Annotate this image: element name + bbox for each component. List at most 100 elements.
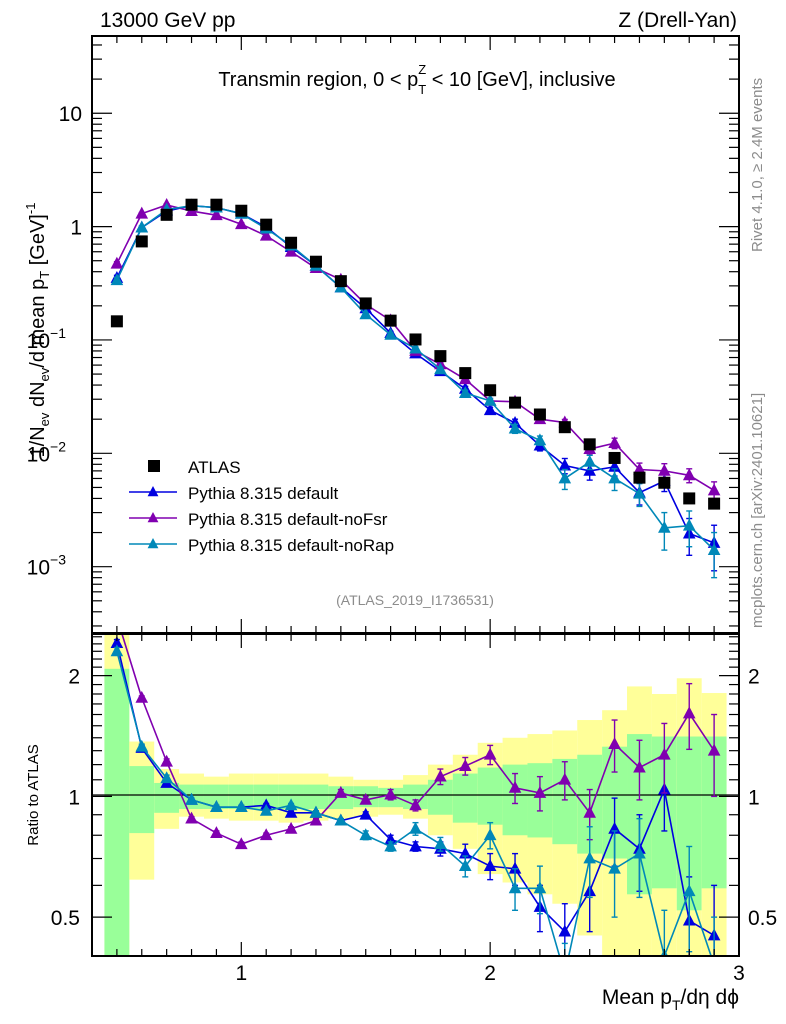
title-sup: Z bbox=[418, 62, 426, 77]
ratio-point-pythia-8-315-default-norap bbox=[483, 828, 497, 841]
main-ytick-label: 10−2 bbox=[27, 438, 67, 466]
data-point-pythia-8-315-default-nofsr bbox=[284, 244, 298, 257]
ratio-point-pythia-8-315-default-nofsr bbox=[409, 798, 422, 811]
data-point-atlas bbox=[309, 255, 322, 268]
ratio-point-pythia-8-315-default-norap bbox=[110, 644, 124, 657]
data-point-pythia-8-315-default-norap bbox=[458, 386, 472, 398]
main-ytick-label: 10 bbox=[59, 103, 82, 126]
data-point-pythia-8-315-default-nofsr bbox=[608, 436, 621, 449]
ratio-point-pythia-8-315-default-norap bbox=[682, 884, 696, 897]
data-point-atlas bbox=[608, 451, 621, 464]
xtick-label: 2 bbox=[484, 962, 496, 985]
tick-base: 10 bbox=[27, 443, 50, 466]
ratio-point-pythia-8-315-default-nofsr bbox=[558, 772, 572, 785]
ratio-point-pythia-8-315-default-nofsr bbox=[309, 813, 323, 826]
main-series-layer bbox=[110, 198, 721, 579]
title-pre: Transmin region, 0 < p bbox=[218, 69, 418, 91]
title-sub: T bbox=[418, 82, 426, 97]
data-point-atlas bbox=[160, 208, 173, 221]
ratio-point-pythia-8-315-default-nofsr bbox=[334, 785, 348, 798]
data-point-atlas bbox=[359, 297, 372, 310]
main-title: Transmin region, 0 < pTZ < 10 [GeV], inc… bbox=[218, 62, 615, 97]
rivet-version-label: Rivet 4.1.0, ≥ 2.4M events bbox=[749, 78, 766, 252]
data-point-pythia-8-315-default-nofsr bbox=[633, 462, 646, 475]
header-left-label: 13000 GeV pp bbox=[100, 9, 235, 32]
data-point-atlas bbox=[384, 314, 397, 327]
legend-label-pythia-8-315-default: Pythia 8.315 default bbox=[188, 484, 339, 503]
ratio-series-group bbox=[110, 610, 721, 970]
data-point-atlas bbox=[484, 384, 497, 397]
stat-uncertainty-band bbox=[303, 784, 329, 810]
ratio-point-pythia-8-315-default-nofsr bbox=[384, 787, 397, 800]
data-point-pythia-8-315-default-norap bbox=[359, 307, 373, 320]
ratio-series-layer bbox=[110, 610, 721, 970]
ratio-point-pythia-8-315-default-nofsr bbox=[284, 821, 298, 834]
data-point-pythia-8-315-default-norap bbox=[583, 454, 596, 467]
ratio-point-pythia-8-315-default-nofsr bbox=[483, 747, 497, 760]
data-point-pythia-8-315-default-nofsr bbox=[707, 483, 721, 496]
legend-label-pythia-8-315-default-norap: Pythia 8.315 default-noRap bbox=[188, 536, 394, 555]
ratio-ytick-labels: 2 2 1 1 0.5 0.5 bbox=[51, 666, 777, 930]
mcplots-label: mcplots.cern.ch [arXiv:2401.10621] bbox=[749, 393, 766, 628]
main-ytick-label: 1 bbox=[70, 217, 82, 240]
data-point-atlas bbox=[509, 396, 522, 409]
data-point-pythia-8-315-default bbox=[558, 458, 572, 471]
data-point-atlas bbox=[683, 492, 696, 505]
data-point-pythia-8-315-default-norap bbox=[658, 520, 671, 533]
data-point-pythia-8-315-default-nofsr bbox=[235, 217, 248, 230]
ratio-point-pythia-8-315-default bbox=[508, 861, 522, 874]
ratio-point-pythia-8-315-default-nofsr bbox=[682, 706, 696, 719]
ratio-point-pythia-8-315-default-nofsr bbox=[111, 610, 124, 622]
ratio-point-pythia-8-315-default bbox=[458, 846, 472, 859]
data-point-atlas bbox=[235, 204, 248, 217]
ratio-point-pythia-8-315-default-norap bbox=[334, 813, 348, 826]
data-point-pythia-8-315-default-norap bbox=[508, 421, 522, 434]
data-point-pythia-8-315-default-nofsr bbox=[210, 208, 223, 221]
tick-exponent: −1 bbox=[50, 325, 66, 341]
ratio-point-pythia-8-315-default-nofsr bbox=[633, 760, 646, 773]
ratio-ytick-label-right: 2 bbox=[748, 666, 760, 689]
ratio-point-pythia-8-315-default-norap bbox=[533, 881, 547, 894]
ratio-point-pythia-8-315-default-nofsr bbox=[608, 737, 621, 750]
data-point-pythia-8-315-default-norap bbox=[558, 471, 572, 484]
ratio-point-pythia-8-315-default-norap bbox=[708, 958, 721, 970]
legend-label-pythia-8-315-default-nofsr: Pythia 8.315 default-noFsr bbox=[188, 510, 388, 529]
ratio-point-pythia-8-315-default-nofsr bbox=[160, 754, 173, 767]
xtick-labels: 1 2 3 bbox=[235, 962, 744, 985]
ratio-point-pythia-8-315-default-nofsr bbox=[185, 811, 198, 824]
data-point-pythia-8-315-default-norap bbox=[707, 543, 721, 556]
data-point-atlas bbox=[658, 476, 671, 489]
ratio-point-pythia-8-315-default-nofsr bbox=[359, 792, 373, 805]
ratio-point-pythia-8-315-default-nofsr bbox=[135, 690, 149, 703]
ratio-point-pythia-8-315-default-nofsr bbox=[583, 805, 596, 818]
title-post: < 10 [GeV], inclusive bbox=[426, 69, 616, 91]
legend: ATLAS Pythia 8.315 default Pythia 8.315 de… bbox=[129, 458, 394, 555]
ratio-point-pythia-8-315-default-nofsr bbox=[458, 759, 472, 771]
ratio-point-pythia-8-315-default-norap bbox=[160, 771, 173, 784]
data-point-pythia-8-315-default-norap bbox=[110, 273, 124, 286]
main-ytick-label: 10−1 bbox=[27, 325, 67, 353]
data-point-atlas bbox=[185, 198, 198, 211]
data-point-atlas bbox=[110, 315, 123, 328]
main-y-axis-label: 1/Nev dNev/d mean pT [GeV]-1 bbox=[23, 203, 52, 458]
ratio-ytick-label: 2 bbox=[68, 666, 80, 689]
data-point-atlas bbox=[334, 275, 347, 288]
ratio-point-pythia-8-315-default bbox=[483, 859, 497, 872]
data-point-pythia-8-315-default-nofsr bbox=[259, 228, 273, 241]
data-point-atlas bbox=[409, 333, 422, 346]
ratio-point-pythia-8-315-default-norap bbox=[235, 800, 248, 813]
data-point-pythia-8-315-default-nofsr bbox=[135, 206, 149, 219]
ratio-point-pythia-8-315-default-norap bbox=[210, 800, 223, 813]
tick-exponent: −2 bbox=[50, 438, 66, 454]
ratio-frame bbox=[91, 633, 740, 957]
ratio-point-pythia-8-315-default-nofsr bbox=[235, 837, 248, 850]
ratio-point-pythia-8-315-default-norap bbox=[409, 821, 422, 834]
ratio-point-pythia-8-315-default bbox=[384, 832, 397, 845]
data-point-pythia-8-315-default-norap bbox=[483, 393, 497, 406]
data-point-pythia-8-315-default-nofsr bbox=[658, 463, 671, 476]
data-point-atlas bbox=[583, 438, 596, 451]
main-axis-ticks bbox=[91, 36, 740, 633]
ratio-point-pythia-8-315-default bbox=[558, 924, 572, 937]
